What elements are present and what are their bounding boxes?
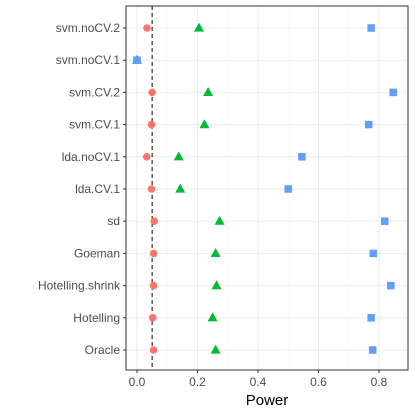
point-triangle [211,280,222,290]
point-square [367,24,375,32]
y-tick-label: svm.CV.2 [69,85,120,99]
point-square [380,217,389,225]
point-triangle [214,215,225,225]
point-circle [143,24,151,32]
point-circle [150,217,159,225]
point-triangle [210,248,221,257]
point-square [369,249,378,258]
point-circle [147,185,156,193]
x-axis-title: Power [246,392,289,409]
point-circle [148,88,156,97]
x-tick-label: 0.0 [129,375,146,389]
point-triangle [194,22,205,32]
y-tick-label: Oracle [85,343,121,357]
point-square [387,281,395,290]
point-triangle [199,119,210,129]
y-tick-label: lda.noCV.1 [62,150,121,164]
x-axis: 0.0 0.2 0.4 0.6 0.8 [129,370,388,389]
y-tick-label: lda.CV.1 [75,182,120,196]
point-triangle [207,312,218,322]
point-square [284,185,292,193]
point-square [367,314,375,322]
plot-panel-background [126,6,408,370]
y-tick-label: sd [107,214,120,228]
point-square [364,120,373,129]
plot-panel-border [125,5,409,371]
point-circle [149,249,158,258]
point-square [133,56,141,64]
y-tick-label: Hotelling [73,311,120,325]
x-tick-label: 0.4 [250,375,267,389]
y-tick-label: Hotelling.shrink [38,279,121,293]
y-tick-label: svm.noCV.2 [56,21,121,35]
data-points [132,22,397,354]
point-triangle [210,344,221,354]
y-tick-label: Goeman [74,246,120,260]
point-circle [149,281,158,290]
y-axis: Oracle Hotelling Hotelling.shrink Goeman sd l… [38,21,126,357]
point-square [389,88,397,97]
y-tick-label: svm.noCV.1 [56,53,121,67]
x-tick-label: 0.8 [371,375,388,389]
x-tick-label: 0.2 [189,375,206,389]
x-tick-label: 0.6 [310,375,327,389]
point-square [368,346,377,354]
point-triangle [173,151,184,161]
point-square [298,153,306,161]
grid-lines [126,6,408,370]
point-triangle [203,87,214,96]
point-circle [148,314,157,322]
point-circle [147,120,156,129]
point-circle [149,346,158,354]
y-tick-label: svm.CV.1 [69,118,120,132]
point-triangle [175,183,186,193]
point-circle [142,153,151,161]
